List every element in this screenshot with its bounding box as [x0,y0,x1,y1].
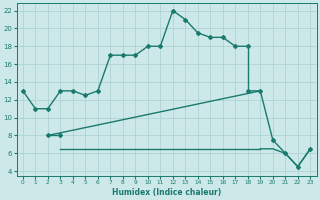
X-axis label: Humidex (Indice chaleur): Humidex (Indice chaleur) [112,188,221,197]
